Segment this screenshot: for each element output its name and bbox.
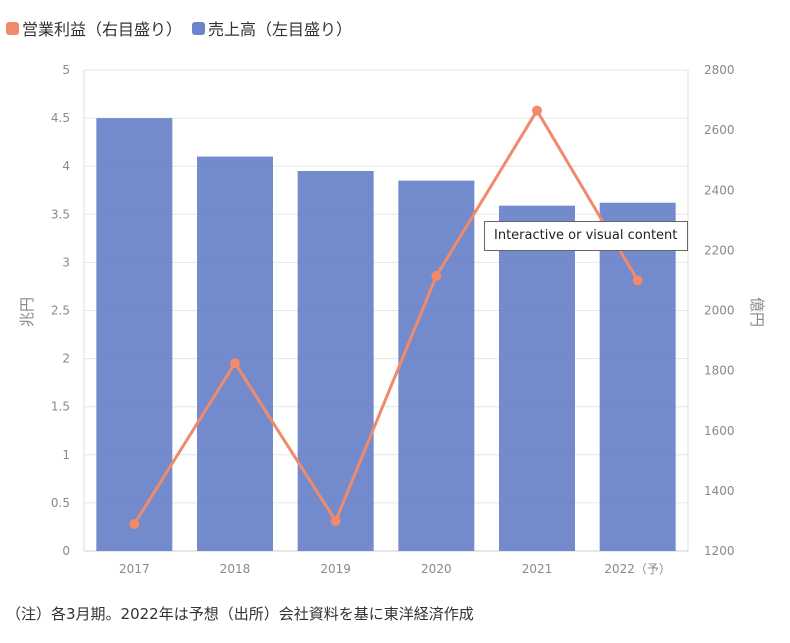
chart-legend: 営業利益（右目盛り） 売上高（左目盛り） — [6, 16, 352, 40]
y2-tick-label: 2400 — [704, 183, 735, 197]
point-operating-profit — [431, 270, 442, 281]
y2-tick-label: 1400 — [704, 484, 735, 498]
x-tick-label: 2020 — [421, 562, 452, 576]
bar-sales — [599, 202, 676, 552]
y2-tick-label: 2600 — [704, 123, 735, 137]
line-operating-profit — [133, 109, 639, 525]
y2-tick-label: 2800 — [704, 63, 735, 77]
legend-label-operating-profit: 営業利益（右目盛り） — [22, 20, 183, 39]
y-tick-label: 1.5 — [51, 400, 70, 414]
legend-item-operating-profit[interactable]: 営業利益（右目盛り） — [6, 16, 182, 40]
bar-sales — [499, 205, 575, 551]
point-operating-profit — [330, 515, 341, 526]
x-tick-label: 2017 — [119, 562, 150, 576]
y2-tick-label: 1600 — [704, 424, 735, 438]
y-axis-title: 兆円 — [18, 297, 36, 327]
y2-tick-label: 2200 — [704, 243, 735, 257]
y-tick-label: 3.5 — [51, 207, 70, 221]
x-tick-label: 2022（予） — [604, 562, 671, 576]
y-tick-label: 5 — [62, 63, 70, 77]
y2-tick-label: 1800 — [704, 364, 735, 378]
y-tick-label: 3 — [62, 255, 70, 269]
y-tick-label: 4.5 — [51, 111, 70, 125]
x-tick-label: 2019 — [320, 562, 351, 576]
y-tick-label: 0 — [62, 544, 70, 558]
y2-tick-label: 1200 — [704, 544, 735, 558]
y-tick-label: 4 — [62, 159, 70, 173]
legend-label-sales: 売上高（左目盛り） — [208, 20, 353, 39]
point-operating-profit — [129, 518, 140, 529]
chart-tooltip: Interactive or visual content — [484, 221, 688, 251]
y-tick-label: 1 — [62, 448, 70, 462]
point-operating-profit — [532, 105, 542, 116]
x-tick-label: 2018 — [220, 562, 251, 576]
bar-sales — [398, 180, 475, 551]
x-tick-label: 2021 — [522, 562, 553, 576]
y2-tick-label: 2000 — [704, 304, 735, 318]
point-operating-profit — [230, 358, 240, 369]
chart-footnote: （注）各3月期。2022年は予想（出所）会社資料を基に東洋経済作成 — [6, 605, 474, 623]
legend-item-sales[interactable]: 売上高（左目盛り） — [192, 16, 352, 40]
bar-sales — [197, 156, 273, 551]
legend-swatch-bar — [192, 21, 206, 35]
y-tick-label: 2 — [62, 352, 70, 366]
point-operating-profit — [632, 275, 643, 286]
y-tick-label: 2.5 — [51, 304, 70, 318]
bar-sales — [297, 171, 374, 551]
y2-axis-title: 億円 — [748, 297, 766, 327]
y-tick-label: 0.5 — [51, 496, 70, 510]
bar-sales — [96, 118, 173, 551]
legend-swatch-line — [6, 21, 19, 35]
